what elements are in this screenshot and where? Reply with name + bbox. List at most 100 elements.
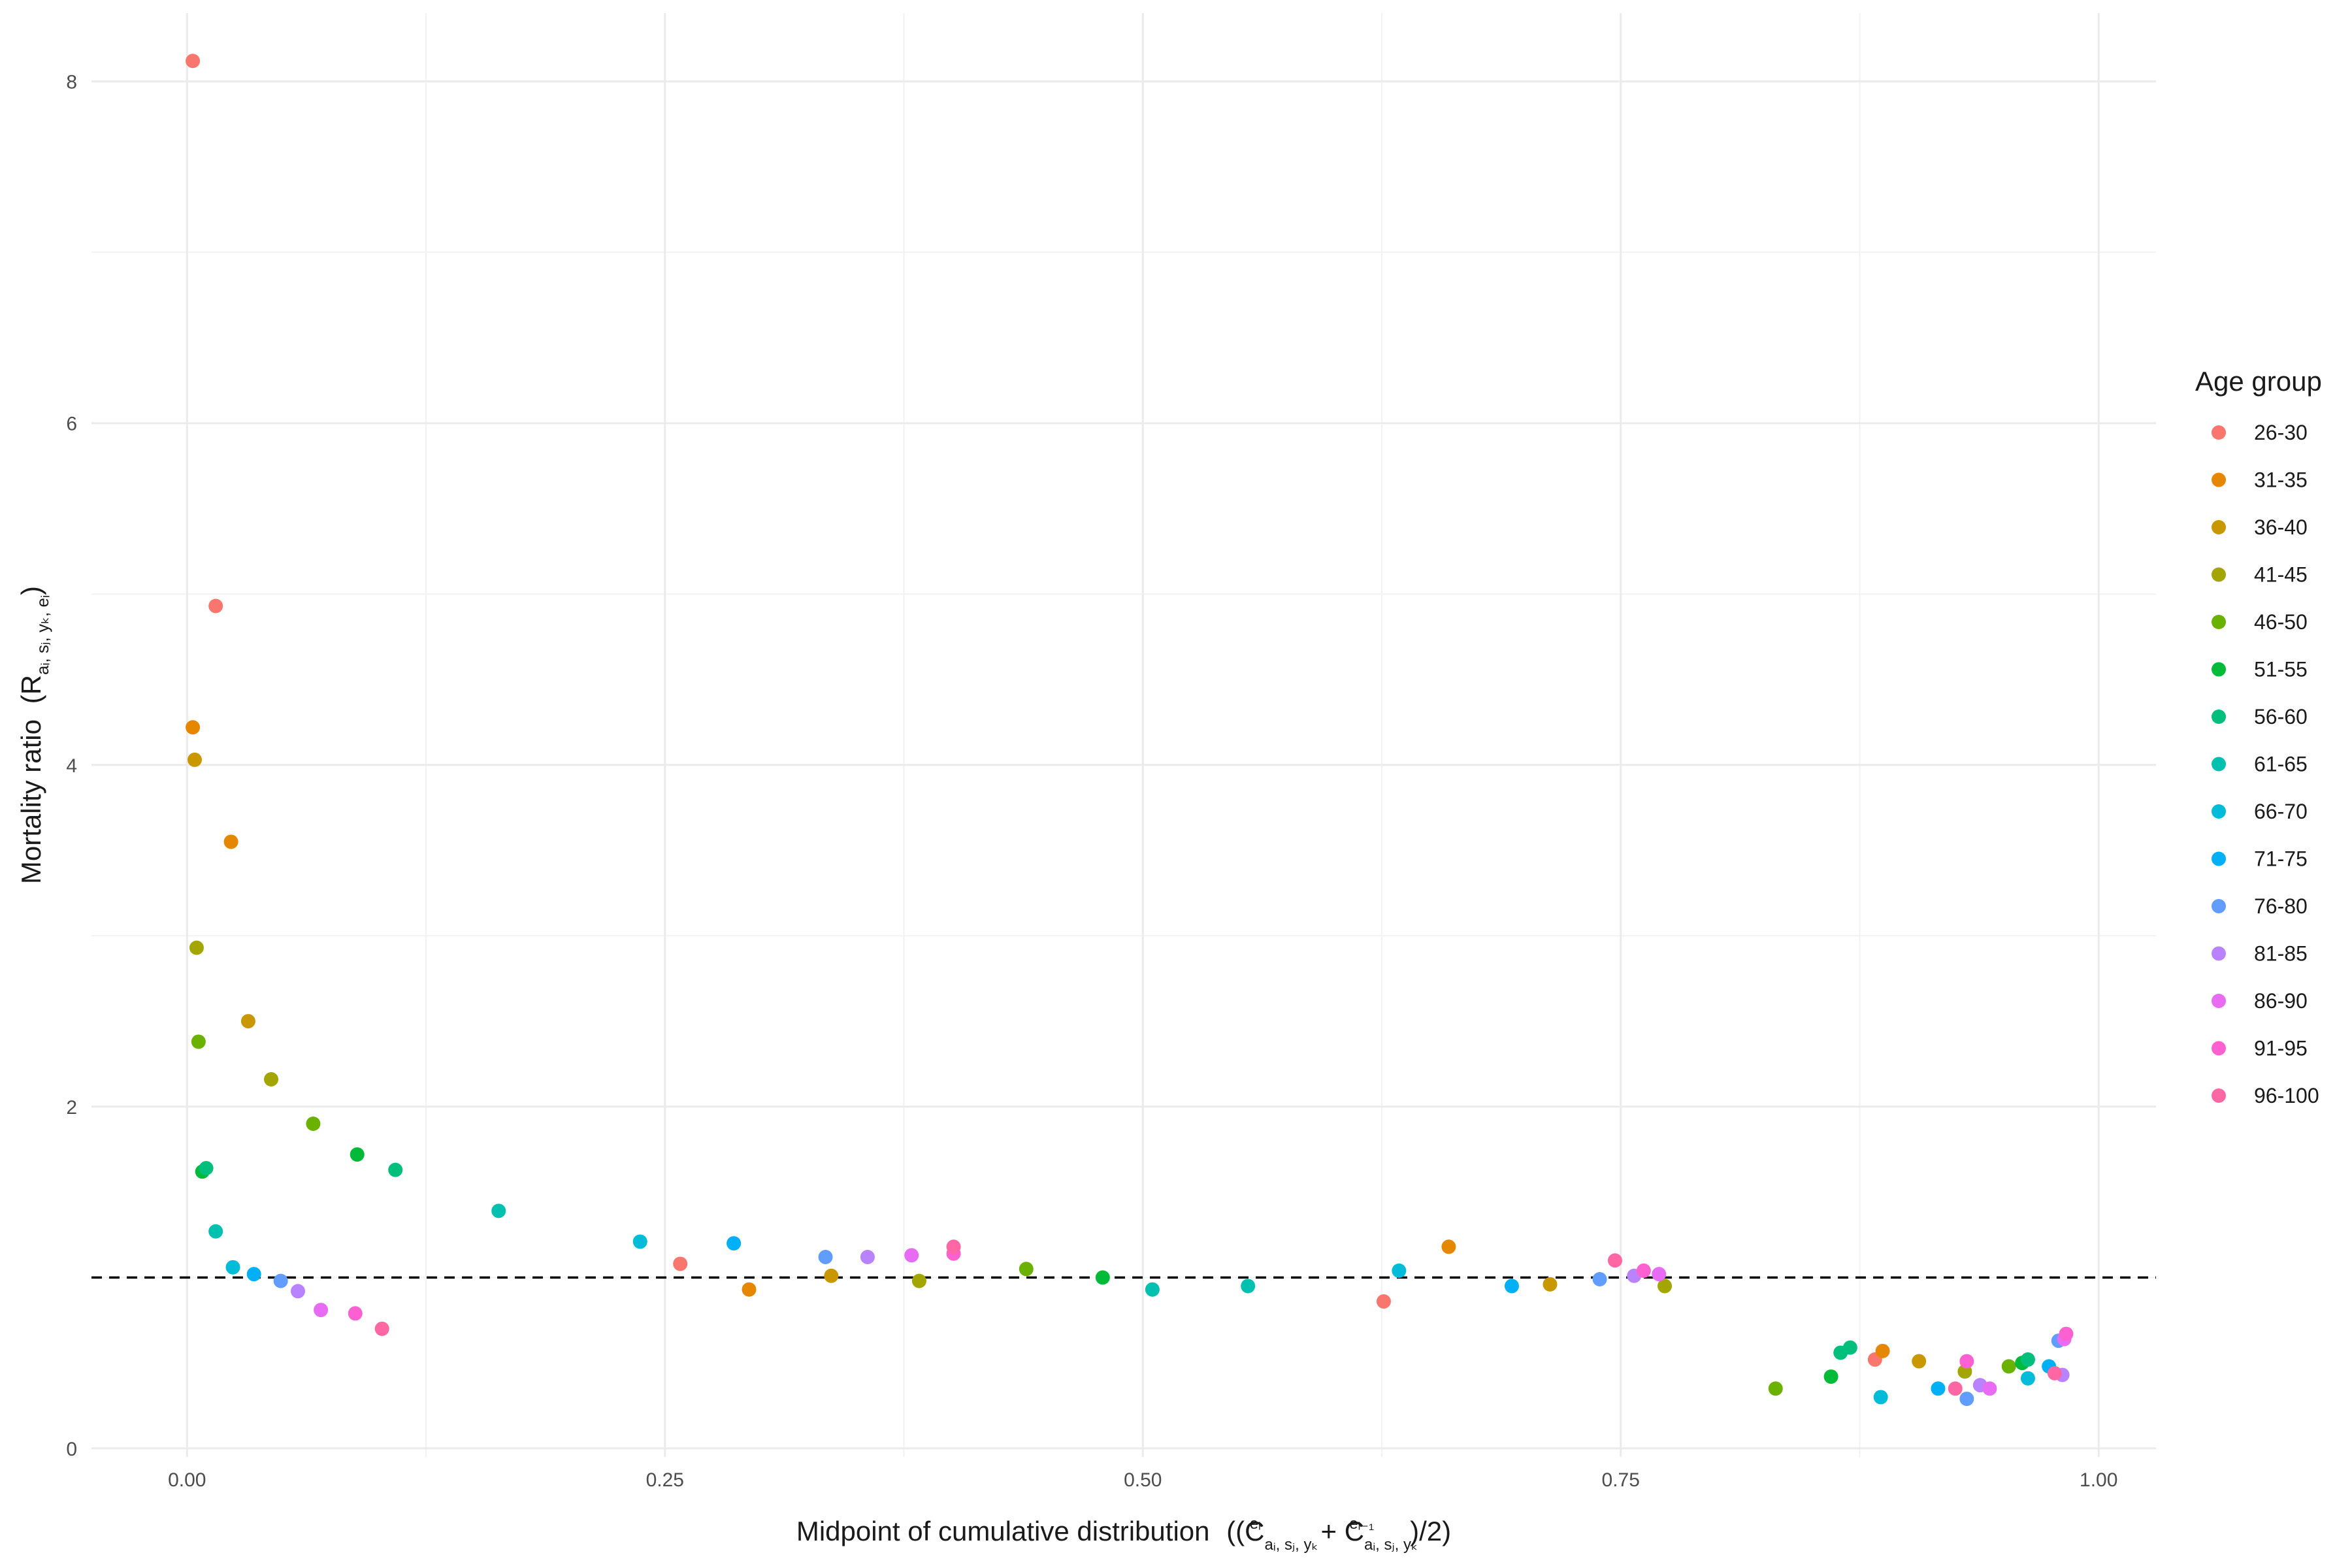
data-point: [264, 1072, 279, 1086]
legend-label: 46-50: [2254, 610, 2308, 634]
data-point: [1145, 1282, 1160, 1297]
data-point: [350, 1147, 365, 1162]
legend-swatch: [2212, 662, 2226, 677]
legend-swatch: [2212, 615, 2226, 629]
data-point: [1948, 1381, 1963, 1396]
data-point: [246, 1267, 261, 1282]
data-point: [2059, 1326, 2074, 1341]
legend: Age group 26-30 31-35 36-40 41-45 46-50 51-55…: [2195, 366, 2322, 1107]
legend-label: 26-30: [2254, 421, 2308, 444]
legend-swatch: [2212, 520, 2226, 534]
data-point: [1931, 1381, 1946, 1396]
data-point: [491, 1203, 506, 1218]
legend-swatch: [2212, 1041, 2226, 1056]
legend-label: 86-90: [2254, 989, 2308, 1013]
data-point: [314, 1303, 329, 1318]
data-point: [1982, 1381, 1997, 1396]
legend-label: 76-80: [2254, 894, 2308, 918]
legend-label: 31-35: [2254, 468, 2308, 492]
data-point: [273, 1273, 288, 1288]
data-point: [1912, 1354, 1927, 1369]
data-point: [818, 1250, 833, 1264]
legend-label: 56-60: [2254, 705, 2308, 728]
data-point: [2020, 1371, 2035, 1386]
data-point: [1019, 1262, 1034, 1277]
data-point: [1842, 1340, 1857, 1355]
legend-label: 41-45: [2254, 563, 2308, 587]
data-point: [1241, 1279, 1256, 1294]
data-point: [742, 1282, 757, 1297]
y-tick-label: 2: [66, 1097, 77, 1119]
data-point: [2047, 1365, 2062, 1380]
legend-label: 96-100: [2254, 1084, 2319, 1107]
legend-swatch: [2212, 567, 2226, 582]
y-axis-title: Mortality ratio (Raᵢ, sⱼ, yₖ, eᵢ): [16, 586, 52, 884]
data-point: [1376, 1294, 1391, 1309]
data-point: [348, 1306, 363, 1321]
data-point: [199, 1161, 214, 1175]
data-point: [388, 1162, 403, 1177]
major-gridlines: [91, 13, 2156, 1457]
legend-swatch: [2212, 1088, 2226, 1103]
data-point: [208, 1224, 223, 1239]
legend-swatch: [2212, 994, 2226, 1008]
legend-label: 81-85: [2254, 942, 2308, 966]
x-tick-label: 0.25: [646, 1469, 684, 1491]
legend-swatch: [2212, 425, 2226, 440]
data-point: [306, 1117, 321, 1131]
x-tick-label: 1.00: [2080, 1469, 2117, 1491]
data-point: [240, 1014, 255, 1029]
data-point: [1873, 1390, 1888, 1405]
legend-swatch: [2212, 804, 2226, 819]
data-point: [1441, 1239, 1456, 1254]
data-point: [1504, 1279, 1519, 1294]
data-point: [1392, 1263, 1407, 1278]
data-point: [727, 1236, 742, 1251]
data-point: [291, 1284, 305, 1299]
data-point: [1095, 1270, 1110, 1285]
legend-swatch: [2212, 899, 2226, 913]
y-axis-ticks: 0 2 4 6 8: [66, 72, 77, 1460]
data-point: [186, 54, 201, 69]
y-tick-label: 0: [66, 1439, 77, 1460]
data-point: [189, 940, 204, 955]
y-tick-label: 8: [66, 72, 77, 93]
data-point: [208, 598, 223, 613]
data-point: [1652, 1267, 1667, 1282]
data-point: [904, 1248, 919, 1263]
data-point: [911, 1273, 926, 1288]
x-axis-ticks: 0.00 0.25 0.50 0.75 1.00: [168, 1469, 2117, 1491]
data-point: [1875, 1343, 1890, 1358]
x-axis-title: Midpoint of cumulative distribution ((Ca…: [796, 1515, 1451, 1554]
y-tick-label: 6: [66, 414, 77, 435]
plot-panel: [91, 13, 2156, 1457]
legend-label: 91-95: [2254, 1037, 2308, 1060]
legend-swatch: [2212, 472, 2226, 487]
x-tick-label: 0.75: [1602, 1469, 1640, 1491]
data-point: [191, 1034, 206, 1049]
data-point: [1592, 1272, 1607, 1286]
legend-title: Age group: [2195, 366, 2322, 397]
data-point: [188, 752, 202, 767]
legend-swatch: [2212, 851, 2226, 866]
data-point: [2001, 1359, 2016, 1374]
data-point: [1959, 1392, 1974, 1407]
data-point: [824, 1268, 839, 1283]
data-point: [1959, 1354, 1974, 1369]
data-point: [860, 1250, 875, 1264]
data-point: [946, 1239, 961, 1254]
legend-label: 66-70: [2254, 800, 2308, 823]
data-point: [225, 1260, 240, 1275]
x-tick-label: 0.50: [1124, 1469, 1162, 1491]
data-point: [1636, 1263, 1651, 1278]
data-point: [1823, 1369, 1838, 1384]
data-point: [1543, 1277, 1558, 1292]
legend-swatch: [2212, 946, 2226, 961]
data-point: [223, 834, 238, 849]
legend-label: 61-65: [2254, 753, 2308, 776]
legend-label: 71-75: [2254, 847, 2308, 871]
x-tick-label: 0.00: [168, 1469, 206, 1491]
data-point: [1768, 1381, 1783, 1396]
